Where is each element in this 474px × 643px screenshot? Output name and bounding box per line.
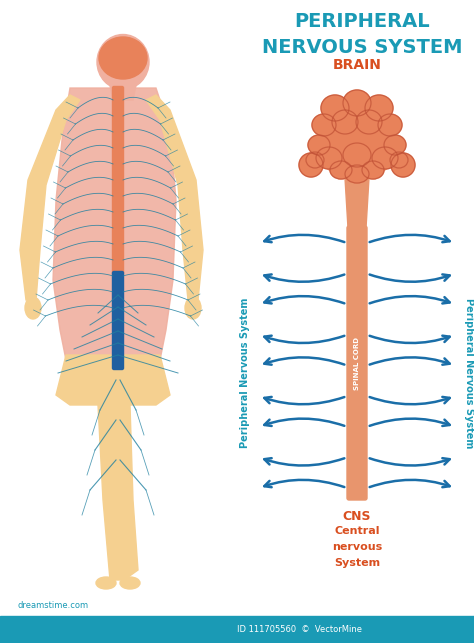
Ellipse shape — [96, 577, 116, 589]
Polygon shape — [56, 355, 170, 580]
Text: Peripheral Nervous System: Peripheral Nervous System — [240, 298, 250, 448]
Text: dreamstime.com: dreamstime.com — [18, 601, 89, 610]
Ellipse shape — [99, 37, 147, 79]
Polygon shape — [53, 88, 176, 360]
Polygon shape — [20, 95, 80, 300]
Ellipse shape — [97, 35, 149, 89]
Text: SPINAL CORD: SPINAL CORD — [354, 336, 360, 390]
Ellipse shape — [332, 110, 358, 134]
Text: System: System — [334, 558, 380, 568]
Ellipse shape — [345, 165, 369, 183]
Ellipse shape — [25, 297, 41, 319]
Text: Central: Central — [334, 526, 380, 536]
Ellipse shape — [343, 143, 371, 167]
Text: nervous: nervous — [332, 542, 382, 552]
Text: NERVOUS SYSTEM: NERVOUS SYSTEM — [262, 38, 462, 57]
Circle shape — [299, 153, 323, 177]
Ellipse shape — [390, 152, 408, 168]
Text: Peripheral Nervous System: Peripheral Nervous System — [464, 298, 474, 448]
Text: ID 111705560  ©  VectorMine: ID 111705560 © VectorMine — [237, 624, 363, 633]
Ellipse shape — [372, 147, 398, 169]
Ellipse shape — [316, 111, 398, 179]
FancyBboxPatch shape — [112, 87, 124, 275]
Ellipse shape — [312, 114, 336, 136]
Text: BRAIN: BRAIN — [333, 58, 382, 72]
Ellipse shape — [316, 147, 342, 169]
Ellipse shape — [384, 135, 406, 155]
Ellipse shape — [185, 297, 201, 319]
Circle shape — [391, 153, 415, 177]
FancyBboxPatch shape — [347, 226, 367, 500]
Text: CNS: CNS — [343, 510, 371, 523]
Polygon shape — [110, 85, 136, 100]
Ellipse shape — [356, 110, 382, 134]
Ellipse shape — [362, 161, 384, 179]
Ellipse shape — [330, 161, 352, 179]
Ellipse shape — [306, 152, 324, 168]
Text: PERIPHERAL: PERIPHERAL — [294, 12, 430, 31]
Ellipse shape — [378, 114, 402, 136]
FancyBboxPatch shape — [112, 271, 124, 370]
Bar — [0, 616, 474, 643]
Ellipse shape — [120, 577, 140, 589]
Ellipse shape — [343, 90, 371, 116]
Polygon shape — [146, 95, 203, 300]
Ellipse shape — [321, 95, 349, 121]
Polygon shape — [345, 178, 369, 228]
Ellipse shape — [308, 135, 330, 155]
Ellipse shape — [365, 95, 393, 121]
